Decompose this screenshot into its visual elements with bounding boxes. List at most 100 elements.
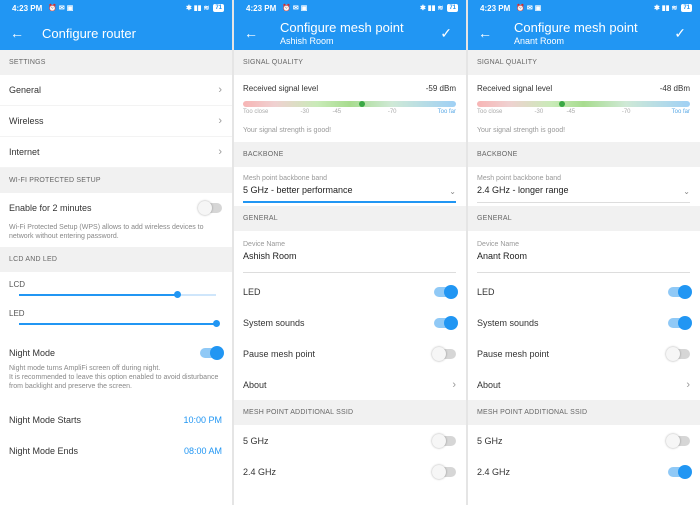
tick-label: -30 [300, 109, 310, 115]
pause-row: Pause mesh point [468, 338, 700, 369]
chevron-right-icon: › [686, 378, 690, 391]
ssid-24ghz-row: 2.4 GHz [234, 456, 466, 487]
led-toggle[interactable] [434, 284, 458, 299]
system-icons: ✱ ▮▮ ≋ 71 [653, 4, 692, 12]
back-arrow-icon[interactable]: ← [244, 25, 258, 41]
led-label: LED [477, 286, 495, 297]
device-name-field[interactable]: Device Name Ashish Room [234, 231, 466, 276]
signal-gradient-bar [243, 101, 456, 107]
field-value: Anant Room [477, 251, 528, 261]
tick-label: -30 [534, 109, 544, 115]
notification-icons: ⏰ ✉ ▣ [282, 5, 308, 12]
check-icon[interactable]: ✓ [440, 25, 452, 41]
night-mode-toggle[interactable] [200, 346, 224, 360]
battery-icon: 71 [447, 4, 458, 12]
chevron-down-icon: ⌄ [683, 187, 690, 196]
night-start-row[interactable]: Night Mode Starts 10:00 PM [0, 404, 232, 435]
app-bar: ← Configure router [0, 16, 232, 50]
slider-thumb[interactable] [213, 320, 220, 327]
wps-description: Wi-Fi Protected Setup (WPS) allows to ad… [9, 224, 204, 240]
sounds-row: System sounds [234, 307, 466, 338]
page-title: Configure router [42, 25, 136, 41]
signal-marker [559, 101, 566, 107]
pause-mesh-toggle[interactable] [432, 346, 456, 361]
signal-message: Your signal strength is good! [477, 127, 566, 134]
back-arrow-icon[interactable]: ← [10, 25, 24, 41]
settings-item-general[interactable]: General › [0, 75, 232, 106]
section-settings: SETTINGS [0, 50, 232, 75]
about-row[interactable]: About › [234, 369, 466, 400]
backbone-band-dropdown[interactable]: Mesh point backbone band 2.4 GHz - longe… [468, 167, 700, 206]
wps-label: Enable for 2 minutes [9, 203, 92, 213]
signal-label: Received signal level [477, 83, 553, 93]
ssid-24ghz-toggle[interactable] [668, 464, 692, 479]
ssid-5ghz-label: 5 GHz [243, 435, 269, 446]
settings-item-internet[interactable]: Internet › [0, 137, 232, 168]
led-label: LED [9, 309, 25, 318]
settings-item-wireless[interactable]: Wireless › [0, 106, 232, 137]
ssid-5ghz-toggle[interactable] [432, 433, 456, 448]
field-value: 5 GHz - better performance [243, 185, 353, 195]
field-label: Mesh point backbone band [243, 175, 328, 182]
tick-label: Too close [477, 109, 503, 115]
night-end-value[interactable]: 08:00 AM [183, 445, 222, 456]
lcd-label: LCD [9, 280, 26, 289]
field-label: Device Name [477, 241, 520, 248]
signal-value: -59 dBm [425, 83, 456, 93]
back-arrow-icon[interactable]: ← [478, 25, 492, 41]
mesh-point-screen: 4:23 PM ⏰ ✉ ▣ ✱ ▮▮ ≋ 71 ← Configure mesh… [234, 0, 466, 505]
ssid-5ghz-label: 5 GHz [477, 435, 503, 446]
field-label: Mesh point backbone band [477, 175, 562, 182]
check-icon[interactable]: ✓ [674, 25, 686, 41]
backbone-band-dropdown[interactable]: Mesh point backbone band 5 GHz - better … [234, 167, 466, 206]
system-icons: ✱ ▮▮ ≋ 71 [185, 4, 224, 12]
signal-value: -48 dBm [659, 83, 690, 93]
about-label: About [243, 379, 267, 390]
about-label: About [477, 379, 501, 390]
signal-message: Your signal strength is good! [243, 127, 332, 134]
pause-mesh-toggle[interactable] [666, 346, 690, 361]
section-signal-quality: SIGNAL QUALITY [468, 50, 700, 75]
wps-toggle[interactable] [198, 201, 222, 215]
sounds-row: System sounds [468, 307, 700, 338]
section-general: GENERAL [468, 206, 700, 231]
system-sounds-toggle[interactable] [434, 315, 458, 330]
tick-label: -45 [566, 109, 576, 115]
router-screen: 4:23 PM ⏰ ✉ ▣ ✱ ▮▮ ≋ 71 ← Configure rout… [0, 0, 232, 505]
section-backbone: BACKBONE [234, 142, 466, 167]
lcd-brightness-slider[interactable] [19, 289, 216, 301]
battery-icon: 71 [213, 4, 224, 12]
slider-thumb[interactable] [173, 291, 181, 298]
led-brightness-slider[interactable] [19, 318, 220, 330]
led-toggle[interactable] [668, 284, 692, 299]
status-bar: 4:23 PM ⏰ ✉ ▣ ✱ ▮▮ ≋ 71 [234, 0, 466, 16]
signal-ticks: Too close -30 -45 -70 Too far [243, 109, 456, 119]
status-time: 4:23 PM [480, 3, 511, 13]
page-title: Configure mesh point [280, 19, 404, 35]
page-subtitle: Ashish Room [280, 35, 334, 46]
ssid-24ghz-toggle[interactable] [432, 464, 456, 479]
status-time: 4:23 PM [12, 3, 43, 13]
ssid-5ghz-toggle[interactable] [666, 433, 690, 448]
page-subtitle: Anant Room [514, 35, 565, 46]
status-time: 4:23 PM [246, 3, 277, 13]
divider [232, 0, 234, 505]
pause-label: Pause mesh point [477, 348, 550, 359]
tick-label: Too close [243, 109, 269, 115]
signal-row: Received signal level -48 dBm [468, 75, 700, 101]
settings-item-label: General [9, 85, 42, 95]
status-bar: 4:23 PM ⏰ ✉ ▣ ✱ ▮▮ ≋ 71 [0, 0, 232, 16]
section-wps: WI-FI PROTECTED SETUP [0, 168, 232, 193]
ssid-24ghz-label: 2.4 GHz [477, 466, 511, 477]
night-end-row[interactable]: Night Mode Ends 08:00 AM [0, 435, 232, 466]
system-sounds-toggle[interactable] [668, 315, 692, 330]
chevron-right-icon: › [218, 84, 222, 96]
pause-label: Pause mesh point [243, 348, 316, 359]
tick-label: -45 [332, 109, 342, 115]
signal-label: Received signal level [243, 83, 319, 93]
signal-row: Received signal level -59 dBm [234, 75, 466, 101]
night-start-value[interactable]: 10:00 PM [183, 414, 222, 425]
device-name-field[interactable]: Device Name Anant Room [468, 231, 700, 276]
about-row[interactable]: About › [468, 369, 700, 400]
signal-gradient-bar [477, 101, 690, 107]
